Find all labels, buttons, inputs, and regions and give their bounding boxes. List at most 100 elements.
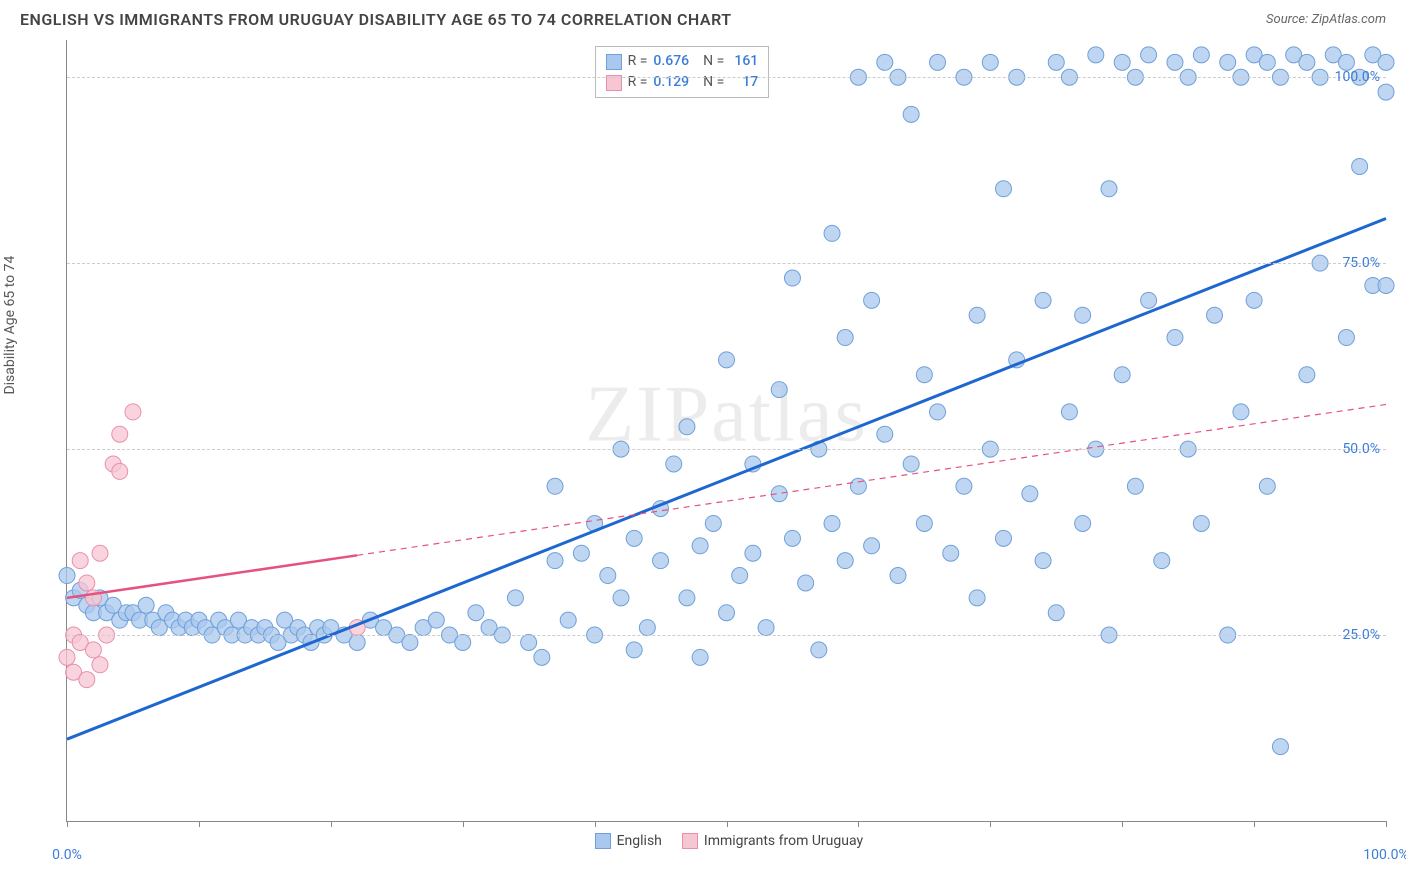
legend-series: English Immigrants from Uruguay — [595, 833, 864, 849]
legend-swatch — [595, 833, 611, 849]
data-point — [1259, 478, 1275, 494]
stat-n-label: N = — [703, 51, 724, 72]
data-point — [547, 553, 563, 569]
data-point — [573, 545, 589, 561]
data-point — [402, 634, 418, 650]
data-point — [59, 568, 75, 584]
legend-stat-row: R =0.676N =161 — [606, 51, 759, 72]
data-point — [521, 634, 537, 650]
data-point — [85, 642, 101, 658]
data-point — [507, 590, 523, 606]
data-point — [1167, 330, 1183, 346]
data-point — [455, 634, 471, 650]
data-point — [916, 367, 932, 383]
data-point — [784, 270, 800, 286]
data-point — [1114, 54, 1130, 70]
data-point — [626, 642, 642, 658]
data-point — [837, 553, 853, 569]
data-point — [745, 545, 761, 561]
data-point — [72, 553, 88, 569]
legend-item: Immigrants from Uruguay — [682, 833, 863, 849]
gridline — [67, 77, 1386, 78]
data-point — [1035, 553, 1051, 569]
data-point — [349, 634, 365, 650]
data-point — [916, 515, 932, 531]
legend-item: English — [595, 833, 662, 849]
gridline — [67, 449, 1386, 450]
data-point — [1246, 292, 1262, 308]
regression-line-dashed — [357, 404, 1386, 555]
data-point — [1048, 54, 1064, 70]
data-point — [995, 530, 1011, 546]
y-tick-label: 75.0% — [1342, 255, 1380, 271]
data-point — [79, 575, 95, 591]
data-point — [982, 54, 998, 70]
x-tick — [595, 821, 596, 827]
data-point — [1167, 54, 1183, 70]
source-value: ZipAtlas.com — [1311, 12, 1386, 27]
data-point — [138, 597, 154, 613]
data-point — [877, 54, 893, 70]
data-point — [1299, 367, 1315, 383]
data-point — [59, 649, 75, 665]
y-axis-label: Disability Age 65 to 74 — [2, 256, 18, 395]
legend-stats: R =0.676N =161R =0.129N =17 — [595, 46, 770, 98]
data-point — [850, 478, 866, 494]
data-point — [864, 292, 880, 308]
data-point — [1075, 515, 1091, 531]
data-point — [1075, 307, 1091, 323]
stat-r-label: R = — [628, 51, 648, 72]
data-point — [1141, 47, 1157, 63]
data-point — [692, 538, 708, 554]
plot-region: ZIPatlas R =0.676N =161R =0.129N =17 Eng… — [66, 40, 1386, 822]
x-tick — [1386, 821, 1387, 827]
data-point — [1154, 553, 1170, 569]
data-point — [956, 478, 972, 494]
data-point — [719, 605, 735, 621]
data-point — [1061, 404, 1077, 420]
data-point — [1352, 158, 1368, 174]
data-point — [1338, 330, 1354, 346]
stat-n-value: 161 — [730, 51, 758, 72]
x-tick-label: 100.0% — [1363, 847, 1406, 863]
x-tick — [1122, 821, 1123, 827]
data-point — [1272, 739, 1288, 755]
data-point — [626, 530, 642, 546]
data-point — [666, 456, 682, 472]
data-point — [692, 649, 708, 665]
x-tick — [199, 821, 200, 827]
data-point — [969, 590, 985, 606]
data-point — [824, 225, 840, 241]
x-tick — [727, 821, 728, 827]
data-point — [1114, 367, 1130, 383]
legend-label: Immigrants from Uruguay — [704, 833, 863, 849]
data-point — [125, 404, 141, 420]
data-point — [613, 590, 629, 606]
legend-stat-row: R =0.129N =17 — [606, 72, 759, 93]
data-point — [890, 568, 906, 584]
x-tick — [463, 821, 464, 827]
data-point — [758, 620, 774, 636]
data-point — [547, 478, 563, 494]
data-point — [79, 672, 95, 688]
data-point — [1378, 277, 1394, 293]
y-tick-label: 25.0% — [1342, 627, 1380, 643]
data-point — [92, 545, 108, 561]
legend-swatch — [606, 54, 622, 70]
data-point — [639, 620, 655, 636]
data-point — [903, 456, 919, 472]
data-point — [428, 612, 444, 628]
x-tick — [990, 821, 991, 827]
regression-line — [67, 219, 1386, 740]
source-label: Source: — [1266, 12, 1308, 27]
chart-area: Disability Age 65 to 74 ZIPatlas R =0.67… — [20, 40, 1386, 872]
y-tick-label: 50.0% — [1342, 441, 1380, 457]
data-point — [771, 382, 787, 398]
stat-r-value: 0.129 — [653, 72, 689, 93]
stat-r-label: R = — [628, 72, 648, 93]
data-point — [943, 545, 959, 561]
y-tick-label: 100.0% — [1335, 69, 1380, 85]
data-point — [679, 590, 695, 606]
data-point — [930, 404, 946, 420]
data-point — [600, 568, 616, 584]
